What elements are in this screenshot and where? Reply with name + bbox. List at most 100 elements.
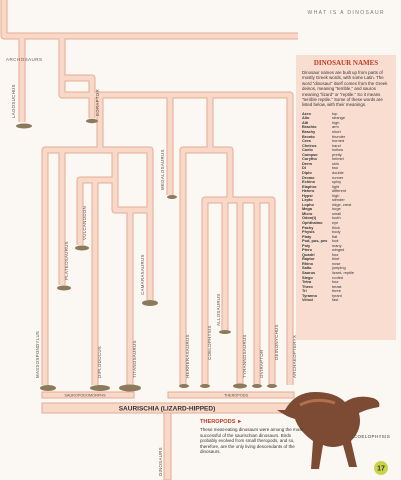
term-meaning: many bbox=[332, 242, 342, 248]
term-meaning: three bbox=[332, 288, 341, 294]
clade-label: SAURISCHIA (LIZARD-HIPPED) bbox=[119, 406, 216, 413]
terms-table: Acro top Allo strange Alti high Brachio arm Brac… bbox=[302, 110, 390, 303]
term-meaning: lizard, reptile bbox=[332, 269, 355, 275]
term-root: Salto bbox=[302, 265, 312, 271]
term-meaning: arm bbox=[332, 124, 339, 130]
dinosaur-figures bbox=[16, 118, 277, 392]
term-root: Mega bbox=[302, 206, 312, 212]
term-meaning: four bbox=[332, 251, 339, 257]
term-root: Di bbox=[302, 165, 306, 171]
term-meaning: huge bbox=[332, 206, 341, 212]
page-number: 17 bbox=[377, 466, 385, 473]
term-root: Pod, pus, pes bbox=[302, 238, 328, 244]
term-meaning: winged bbox=[332, 247, 345, 253]
page-header: WHAT IS A DINOSAUR bbox=[307, 10, 385, 16]
term-meaning: four bbox=[332, 279, 339, 285]
stem bbox=[163, 412, 172, 480]
term-root: Dromo bbox=[302, 174, 315, 180]
term-root: Quadri bbox=[302, 251, 315, 257]
term-meaning: small bbox=[332, 210, 342, 216]
term-meaning: tyrant bbox=[332, 292, 342, 298]
term-root: Lopho bbox=[302, 201, 314, 207]
term-root: Compso bbox=[302, 151, 318, 157]
term-meaning: flat bbox=[332, 233, 338, 239]
sidebar-intro: Dinosaur names are built up from parts o… bbox=[302, 70, 388, 108]
term-meaning: double bbox=[332, 169, 344, 175]
sauropod-bar bbox=[41, 391, 135, 399]
page-badge bbox=[374, 461, 388, 475]
term-meaning: skin bbox=[332, 160, 339, 166]
taxon-label: HERRERASAURUS bbox=[185, 334, 190, 378]
term-root: Micro bbox=[302, 210, 313, 216]
taxon-label: ARCHAEOPTERYX bbox=[292, 335, 297, 378]
term-meaning: tooth bbox=[332, 215, 341, 221]
taxon-label: EORAPTOR bbox=[95, 89, 100, 116]
term-meaning: light bbox=[332, 183, 340, 189]
taxon-label: DEINONYCHUS bbox=[274, 324, 279, 360]
term-root: Poly bbox=[302, 242, 311, 248]
term-root: Pachy bbox=[302, 224, 314, 230]
term-root: Cera bbox=[302, 138, 311, 144]
caption: COELOPHYSIS bbox=[354, 434, 390, 439]
taxon-label: TYRANNOSAURUS bbox=[242, 334, 247, 378]
taxon-label: MEGALOSAURUS bbox=[160, 149, 165, 190]
term-root: Elaphro bbox=[302, 183, 317, 189]
term-meaning: different bbox=[332, 188, 346, 194]
term-meaning: body bbox=[332, 229, 341, 235]
group-label: THEROPODS bbox=[224, 394, 249, 398]
term-root: Rhino bbox=[302, 260, 314, 266]
term-root: Bronto bbox=[302, 133, 315, 139]
term-meaning: thunder bbox=[332, 133, 346, 139]
taxon-label: CAMARASAURUS bbox=[140, 254, 145, 295]
term-meaning: thief bbox=[332, 256, 340, 262]
theropod-bar bbox=[167, 391, 295, 399]
term-root: Platy bbox=[302, 233, 312, 239]
stem-label: DINOSAURS bbox=[158, 447, 163, 476]
term-root: Alti bbox=[302, 119, 309, 125]
term-meaning: high bbox=[332, 192, 340, 198]
term-root: Thero bbox=[302, 283, 313, 289]
term-root: Physis bbox=[302, 229, 315, 235]
term-root: Saurus bbox=[302, 269, 316, 275]
term-root: Hetero bbox=[302, 188, 315, 194]
note-heading: THEROPODS ► bbox=[200, 419, 243, 425]
term-meaning: horned bbox=[332, 138, 345, 144]
term-meaning: beast bbox=[332, 283, 342, 289]
term-meaning: pretty bbox=[332, 151, 342, 157]
theropod-illustration bbox=[277, 392, 380, 469]
term-root: Stego bbox=[302, 274, 313, 280]
term-meaning: short bbox=[332, 129, 341, 135]
term-root: Lepto bbox=[302, 197, 313, 203]
group-label: SAUROPODOMORPHS bbox=[64, 394, 106, 398]
taxon-label: VULCANODON bbox=[82, 206, 87, 240]
theropods-note: THEROPODS ► These meat-eating dinosaurs … bbox=[200, 419, 308, 455]
root-label: ARCHOSAURS bbox=[6, 57, 42, 62]
term-root: Brachio bbox=[302, 124, 317, 130]
term-root: Cheirus bbox=[302, 142, 317, 148]
taxon-label: PLATEOSAURUS bbox=[64, 241, 69, 280]
term-root: Tetra bbox=[302, 279, 312, 285]
term-meaning: nose bbox=[332, 260, 341, 266]
term-meaning: two bbox=[332, 165, 339, 171]
term-meaning: foot bbox=[332, 238, 339, 244]
sidebar: DINOSAUR NAMES Dinosaur names are built … bbox=[296, 55, 396, 340]
term-root: Ptero bbox=[302, 247, 312, 253]
term-meaning: jumping bbox=[332, 265, 346, 271]
term-meaning: thick bbox=[332, 224, 340, 230]
term-root: Derm bbox=[302, 160, 312, 166]
term-root: Tri bbox=[302, 288, 307, 294]
taxon-label: ALLOSAURUS bbox=[216, 293, 221, 326]
term-meaning: hand bbox=[332, 142, 341, 148]
term-root: Acro bbox=[302, 110, 311, 116]
term-meaning: slender bbox=[332, 197, 345, 203]
taxon-label: DIPLODOCUS bbox=[97, 346, 102, 378]
term-meaning: ridge, crest bbox=[332, 201, 352, 207]
taxon-label: TITANOSAURUS bbox=[132, 340, 137, 378]
term-meaning: strange bbox=[332, 115, 345, 121]
term-meaning: high bbox=[332, 119, 340, 125]
term-meaning: runner bbox=[332, 174, 344, 180]
taxon-label: COELOPHYSIS bbox=[207, 325, 212, 360]
taxon-label: OVIRAPTOR bbox=[259, 350, 264, 378]
